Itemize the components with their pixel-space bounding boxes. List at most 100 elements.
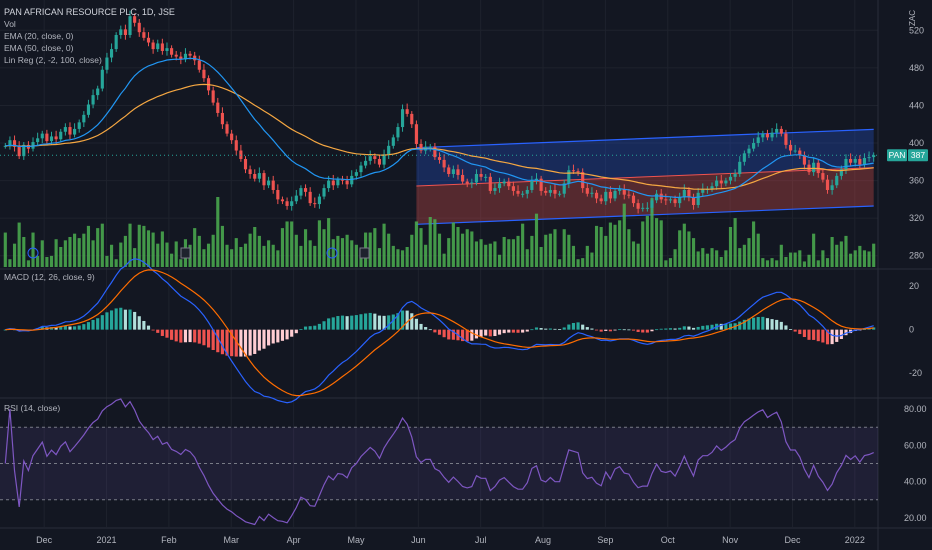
macd-histogram-bar — [585, 327, 589, 330]
candle-body — [733, 174, 737, 177]
volume-bar — [317, 220, 321, 267]
macd-histogram-bar — [105, 312, 109, 330]
candle-body — [613, 190, 617, 199]
rsi-pane-title[interactable]: RSI (14, close) — [4, 403, 61, 413]
candle-body — [825, 179, 830, 190]
candle-body — [31, 142, 35, 149]
earnings-marker-icon — [180, 247, 191, 259]
candle-body — [59, 131, 63, 140]
macd-histogram-bar — [142, 320, 146, 330]
candle-body — [294, 195, 298, 202]
candle-body — [479, 174, 483, 177]
candle-body — [507, 181, 511, 187]
candle-body — [230, 133, 234, 141]
candle-body — [160, 43, 164, 51]
volume-bar — [193, 228, 197, 267]
macd-histogram-bar — [146, 325, 151, 330]
candle-body — [622, 189, 626, 195]
price-axis-tick: 440 — [909, 100, 924, 110]
volume-bar — [410, 234, 414, 267]
macd-histogram-bar — [354, 315, 358, 330]
volume-bar — [179, 259, 183, 267]
candle-body — [188, 53, 192, 56]
macd-histogram-bar — [742, 319, 746, 330]
candle-body — [428, 146, 432, 148]
price-tag-symbol: PAN — [889, 150, 906, 160]
volume-bar — [428, 217, 432, 267]
volume-bar — [715, 250, 719, 267]
volume-bar — [137, 224, 141, 267]
macd-pane-title[interactable]: MACD (12, 26, close, 9) — [4, 272, 95, 282]
rsi-axis-tick: 80.00 — [904, 404, 927, 414]
volume-bar — [687, 231, 691, 267]
candle-body — [437, 157, 442, 160]
volume-bar — [608, 222, 612, 267]
volume-bar — [211, 234, 215, 267]
macd-histogram-bar — [202, 329, 206, 346]
candle-body — [872, 155, 876, 158]
macd-histogram-bar — [160, 329, 164, 336]
volume-bar — [659, 220, 663, 267]
indicator-label-ema20[interactable]: EMA (20, close, 0) — [4, 31, 74, 41]
volume-bar — [350, 240, 354, 267]
candle-body — [405, 109, 409, 114]
candle-body — [608, 191, 612, 199]
candle-body — [419, 143, 423, 151]
indicator-label-ema50[interactable]: EMA (50, close, 0) — [4, 43, 74, 53]
price-axis-tick: 520 — [909, 25, 924, 35]
indicator-label-linreg[interactable]: Lin Reg (2, -2, 100, close) — [4, 55, 102, 65]
macd-histogram-bar — [299, 329, 303, 330]
volume-bar — [396, 249, 400, 267]
candle-body — [756, 137, 760, 144]
candle-body — [91, 95, 95, 105]
candle-body — [465, 181, 469, 184]
macd-histogram-bar — [608, 329, 612, 332]
volume-bar — [354, 244, 358, 267]
macd-histogram-bar — [525, 329, 529, 332]
volume-bar — [322, 229, 326, 267]
macd-histogram-bar — [830, 329, 834, 345]
volume-bar — [788, 252, 793, 267]
volume-bar — [470, 231, 474, 267]
volume-bar — [451, 222, 455, 267]
candle-body — [775, 128, 779, 133]
macd-histogram-bar — [728, 323, 733, 330]
candle-body — [345, 180, 349, 185]
volume-bar — [488, 243, 492, 267]
macd-histogram-bar — [359, 314, 363, 330]
macd-histogram-bar — [262, 329, 266, 349]
macd-histogram-bar — [170, 329, 174, 340]
candle-body — [327, 180, 331, 189]
candle-body — [350, 175, 354, 185]
volume-bar — [82, 233, 86, 267]
macd-histogram-bar — [119, 307, 123, 330]
volume-bar — [761, 258, 765, 267]
candle-body — [253, 174, 257, 179]
volume-bar — [719, 257, 723, 267]
volume-bar — [525, 249, 529, 267]
volume-bar — [521, 223, 525, 267]
volume-bar — [206, 243, 211, 267]
time-axis-label: Dec — [784, 535, 801, 545]
volume-bar — [109, 244, 114, 267]
macd-histogram-bar — [682, 326, 686, 330]
macd-histogram-bar — [756, 317, 760, 330]
volume-bar — [299, 245, 303, 267]
candle-body — [45, 133, 49, 142]
indicator-label-vol[interactable]: Vol — [4, 19, 16, 29]
candle-body — [668, 199, 673, 201]
volume-bar — [839, 241, 843, 267]
macd-histogram-bar — [484, 329, 488, 336]
volume-bar — [294, 234, 298, 267]
volume-bar — [133, 248, 137, 267]
volume-bar — [696, 251, 700, 267]
macd-histogram-bar — [479, 329, 483, 337]
candle-body — [830, 185, 834, 190]
macd-histogram-bar — [779, 321, 783, 330]
macd-histogram-bar — [63, 325, 67, 330]
volume-bar — [12, 243, 17, 267]
candle-body — [562, 183, 566, 194]
volume-bar — [336, 235, 340, 267]
macd-histogram-bar — [521, 329, 525, 333]
